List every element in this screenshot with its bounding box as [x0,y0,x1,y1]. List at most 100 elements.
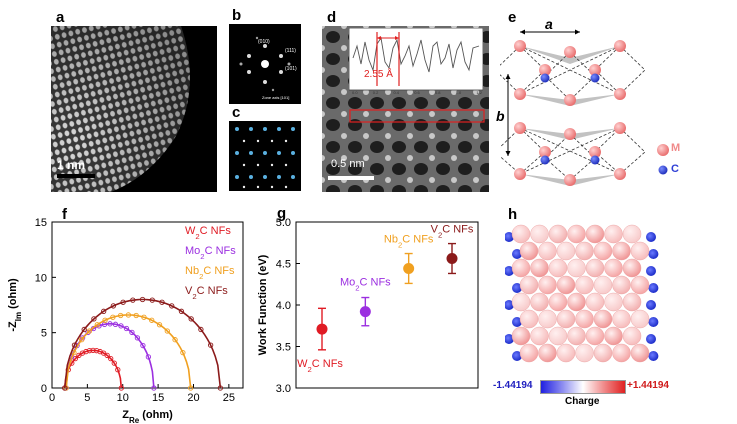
panel-h-metal-atom [538,275,557,295]
panel-g-point-label: V2C NFs [431,224,474,240]
panel-f-data-point [180,349,186,356]
panel-f-data-point [71,342,78,348]
panel-a-stem-image [51,26,217,192]
panel-h-metal-atom [585,258,605,278]
panel-h-metal-atom [538,343,557,363]
panel-f-data-point [104,352,110,359]
panel-h-carbon-atom [646,300,656,310]
panel-f-xlabel: ZRe (ohm) [122,409,173,424]
panel-f-data-point [149,297,155,303]
panel-h-metal-atom [530,258,549,278]
panel-h-metal-atom [604,224,623,244]
legend-m-ball [657,144,669,156]
panel-h-metal-atom [567,258,586,278]
panel-h-metal-atom [622,224,642,244]
panel-h-metal-atom [604,326,623,346]
panel-h-metal-atom [612,275,631,295]
panel-f-data-point [85,329,91,336]
panel-h-letter: h [508,206,518,223]
panel-e-letter: e [508,9,517,26]
panel-h-metal-atom [630,343,650,363]
panel-g-point-label: W2C NFs [297,358,343,374]
panel-f-data-point [188,316,194,322]
panel-h-metal-atom [538,309,557,329]
panel-d-tick: 0.2 [372,90,379,95]
panel-f-ytick-label: 10 [35,272,47,284]
panel-h-metal-atom [612,309,631,329]
panel-f-ytick-label: 15 [35,217,47,229]
panel-g-ylabel: Work Function (eV) [257,254,269,355]
panel-g-data-point [359,306,371,318]
panel-h-metal-atom [511,326,531,346]
panel-f-xtick-label: 20 [187,392,199,404]
panel-h-metal-atom [556,309,576,329]
panel-f-data-point [198,326,204,333]
panel-f-fit-curve [65,314,192,389]
panel-h-metal-atom [585,326,605,346]
panel-h-metal-atom [530,326,549,346]
panel-f-data-point [134,335,141,341]
panel-g-point-label: Mo2C NFs [340,277,391,293]
panel-f-data-point [118,323,124,329]
panel-b-letter: b [232,7,242,24]
panel-f-legend-entry: V2C NFs [185,285,228,301]
panel-f-data-point [81,326,87,333]
panel-h-metal-atom [630,309,650,329]
panel-h-metal-atom [575,275,594,295]
panel-h-metal-atom [556,343,576,363]
panel-f-xtick-label: 15 [152,392,164,404]
panel-h-metal-atom [575,309,594,329]
legend-c-ball [658,165,668,175]
panel-g-ytick-label: 3.5 [276,342,291,354]
panel-g-letter: g [277,205,287,222]
panel-f-data-point [140,342,146,349]
panel-f-data-point [130,297,136,303]
panel-h-colorbar-max: +1.44194 [627,380,669,391]
panel-f-data-point [141,314,147,320]
panel-h-metal-atom [612,343,631,363]
panel-f-data-point [86,328,93,334]
panel-h-carbon-atom [646,232,656,242]
panel-f-legend-entry: W2C NFs [185,225,231,241]
panel-f-data-point [149,317,155,323]
panel-d-intensity-profile [349,28,483,91]
panel-h-metal-atom [593,309,613,329]
panel-f-data-point [172,337,178,343]
panel-f-data-point [112,321,119,327]
panel-h-metal-atom [548,326,568,346]
panel-a-letter: a [56,9,65,26]
panel-d-tick: 0.8 [434,90,441,95]
panel-h-metal-atom [604,258,623,278]
panel-e-crystal-structure [500,29,669,186]
panel-f-ylabel: -ZIm (ohm) [7,278,23,332]
panel-f-data-point [102,317,108,323]
panel-h-metal-atom [567,224,586,244]
panel-f-data-point [133,312,139,319]
panel-f-data-point [188,385,194,391]
panel-f-data-point [110,303,117,309]
panel-f-data-point [91,316,97,322]
panel-h-metal-atom [519,241,539,261]
panel-h-metal-atom [593,241,613,261]
panel-h-carbon-atom [505,300,514,310]
panel-f-data-point [76,352,82,359]
panel-d-tick: 0.6 [414,90,420,95]
panel-f-data-point [139,296,146,303]
panel-e-a-label: a [545,16,553,32]
panel-a-scalebar-label: 1 nm [57,158,86,172]
panel-f-xtick-label: 0 [49,392,55,404]
panel-h-carbon-atom [505,232,514,242]
panel-h-carbon-atom [505,266,514,276]
panel-f-xtick-label: 10 [117,392,129,404]
panel-f-data-point [217,385,224,391]
panel-f-legend-entry: Nb2C NFs [185,265,235,281]
panel-b-spot-101: (101) [285,66,297,72]
panel-h-metal-atom [630,241,650,261]
panel-f-fit-curve [63,298,222,389]
panel-c-atomic-model [229,121,301,191]
panel-f-data-point [107,321,113,327]
panel-f-data-point [118,385,124,391]
panel-f-data-point [156,322,163,328]
panel-f-letter: f [62,206,67,223]
panel-h-carbon-atom [512,249,522,259]
